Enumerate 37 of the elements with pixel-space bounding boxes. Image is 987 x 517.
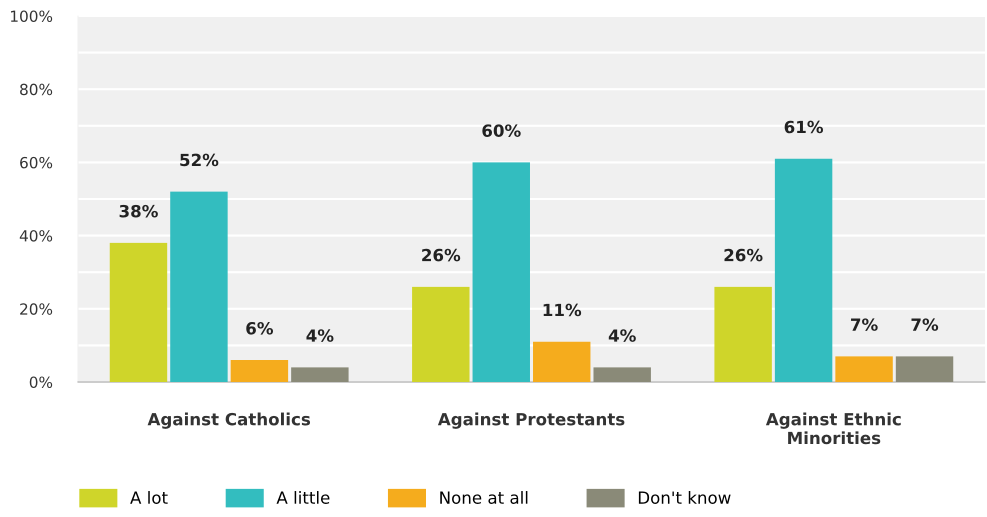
y-tick-label: 40% [20,230,52,242]
data-label: 4% [608,329,636,342]
data-label: 7% [912,318,938,331]
bar [230,360,288,382]
data-label: 52% [180,154,218,166]
legend-label: None at all [440,491,528,504]
legend-label: A lot [130,491,168,504]
bar [714,286,772,382]
data-label: 6% [246,322,274,335]
bar [472,162,530,382]
data-label: 11% [544,304,582,316]
bar [533,342,590,382]
bar [412,286,470,382]
y-tick-label: 100% [11,10,52,22]
y-tick-label: 0% [30,376,52,388]
y-tick-label: 60% [20,156,52,168]
y-tick-label: 20% [20,303,52,315]
x-tick-label: Against Catholics [148,412,310,429]
x-tick-label: Against Ethnic Minorities [766,412,901,444]
x-tick-label: Against Protestants [438,412,624,429]
data-label: 38% [120,204,158,218]
data-label: 4% [306,329,334,342]
bar [110,242,168,382]
legend-label: Don't know [638,491,731,504]
data-label: 61% [784,120,824,134]
data-label: 26% [422,248,460,262]
data-label: 7% [851,318,878,331]
data-label: 26% [724,248,763,262]
data-label: 60% [482,124,521,137]
bar [170,192,228,382]
bar [291,367,349,382]
legend-label: A little [276,491,330,504]
bar [774,158,832,382]
bar [896,356,954,382]
bar [593,367,651,382]
y-tick-label: 80% [20,84,52,96]
bar [835,356,893,382]
